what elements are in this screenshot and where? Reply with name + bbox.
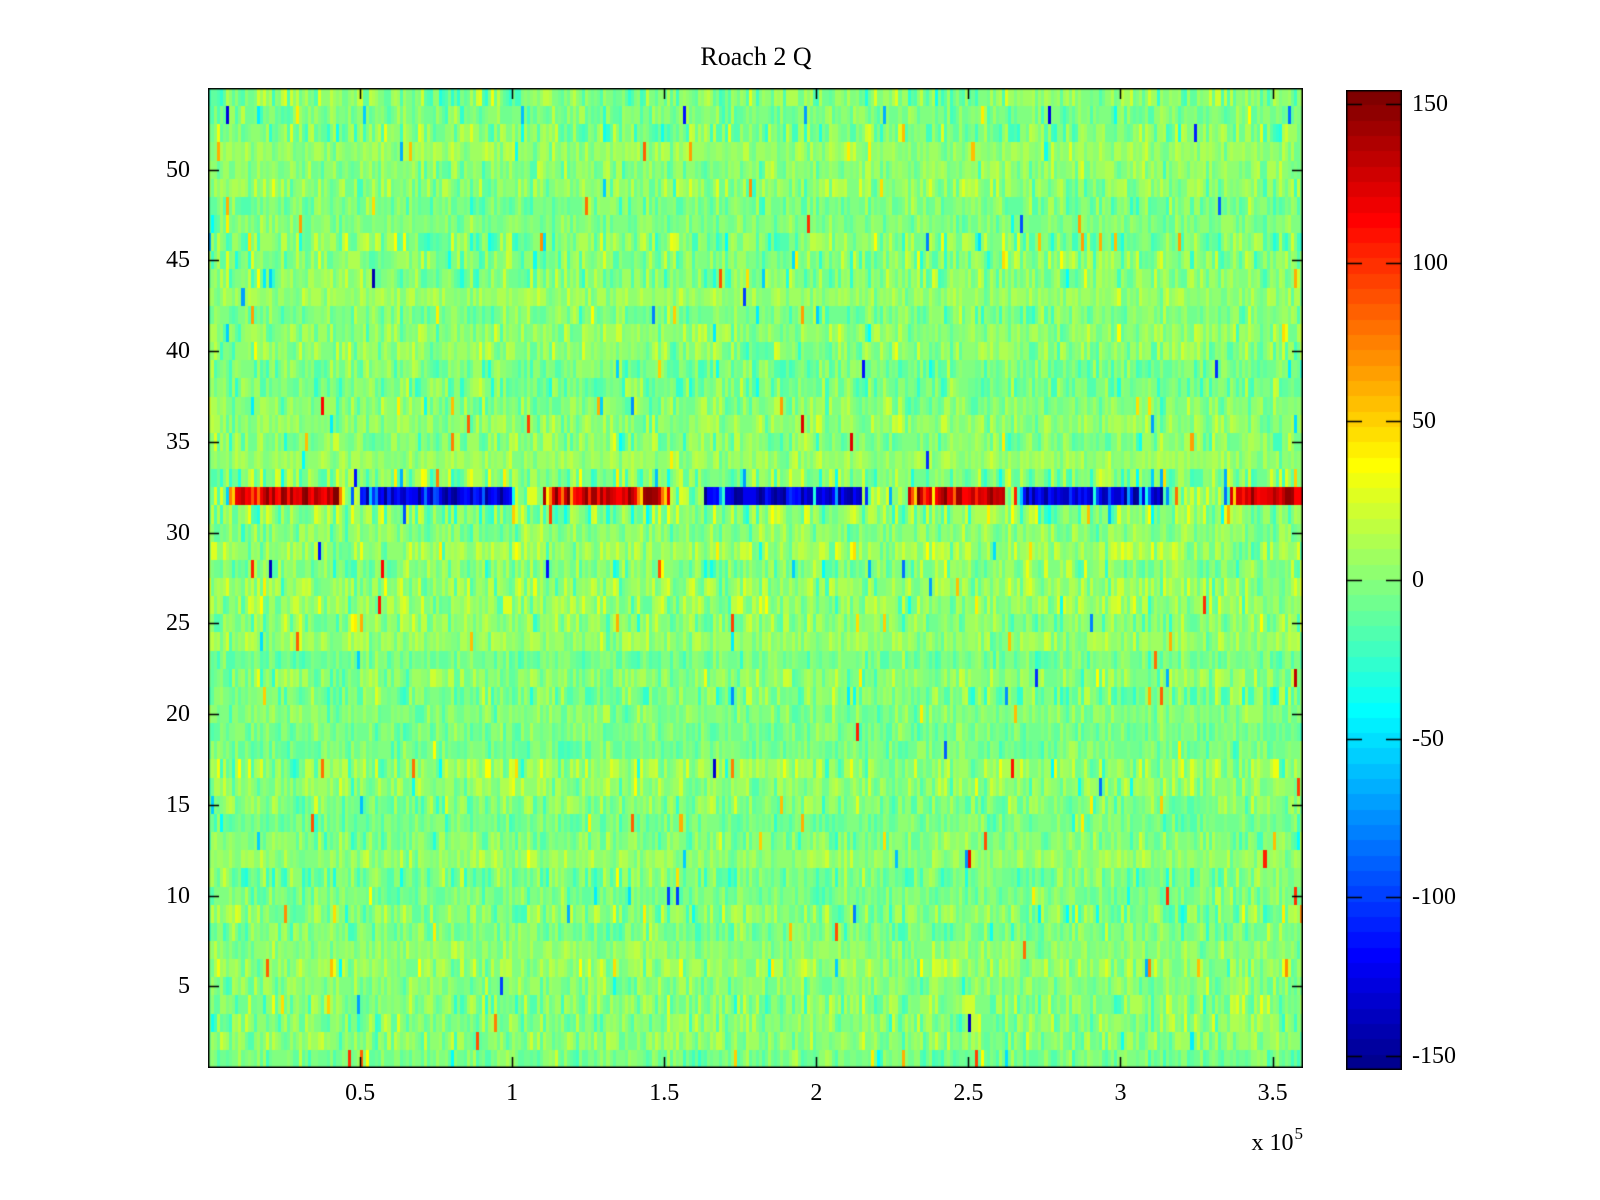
y-tick-label: 50 [166, 156, 190, 183]
x-axis-exponent-label: x 105 [1251, 1124, 1304, 1157]
colorbar-tick-label: 150 [1412, 91, 1448, 118]
x-tick-label: 3 [1114, 1080, 1127, 1106]
colorbar-tick-label: -150 [1412, 1042, 1456, 1069]
x-tick-label: 2.5 [953, 1080, 984, 1106]
y-tick-label: 45 [166, 247, 190, 274]
chart-title: Roach 2 Q [700, 42, 812, 71]
y-tick-label: 5 [178, 973, 190, 1000]
heatmap-canvas [208, 88, 1303, 1068]
x-tick-label: 2 [810, 1080, 823, 1106]
y-tick-label: 30 [166, 519, 190, 546]
colorbar-canvas [1346, 90, 1402, 1070]
x-tick-label: 1.5 [649, 1080, 680, 1106]
colorbar-tick-label: 50 [1412, 408, 1436, 435]
y-tick-label: 20 [166, 701, 190, 728]
x-tick-label: 1 [506, 1080, 519, 1106]
x-tick-label: 3.5 [1257, 1080, 1288, 1106]
colorbar-tick-label: -50 [1412, 725, 1444, 752]
y-tick-label: 10 [166, 882, 190, 909]
y-tick-label: 35 [166, 428, 190, 455]
x-exponent-power: 5 [1294, 1124, 1304, 1143]
x-tick-label: 0.5 [345, 1080, 376, 1106]
y-tick-label: 40 [166, 338, 190, 365]
colorbar-tick-label: -100 [1412, 884, 1456, 911]
x-exponent-prefix: x 10 [1251, 1130, 1294, 1156]
y-tick-label: 15 [166, 791, 190, 818]
colorbar-tick-label: 100 [1412, 249, 1448, 276]
y-tick-label: 25 [166, 610, 190, 637]
colorbar-tick-label: 0 [1412, 567, 1424, 593]
